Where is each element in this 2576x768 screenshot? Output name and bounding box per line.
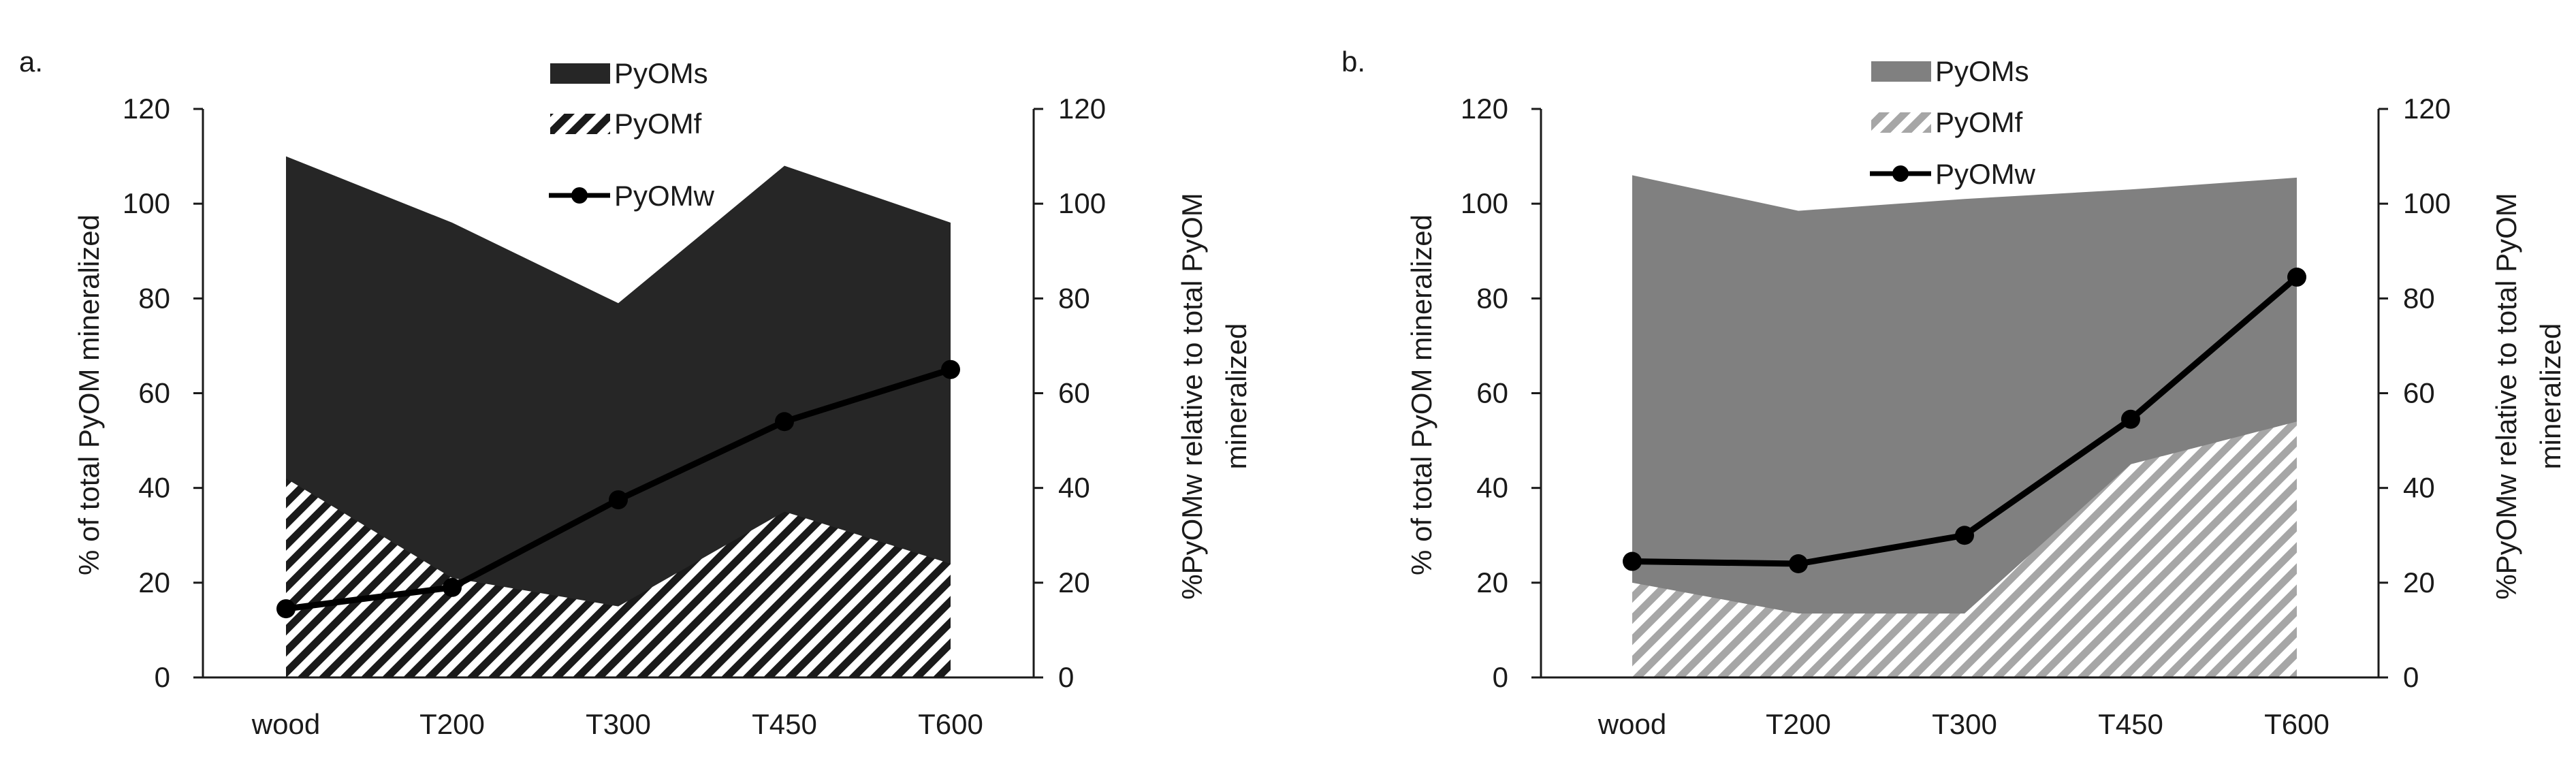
legend-label-pyomw: PyOMw: [1935, 158, 2036, 190]
y2-axis-title-line-1: %PyOMw relative to total PyOM: [1176, 193, 1208, 600]
y-tick-label-left: 60: [1476, 377, 1508, 409]
y-tick-label-left: 40: [1476, 472, 1508, 504]
pyomw-point: [609, 490, 628, 510]
x-tick-label: T200: [1766, 708, 1831, 740]
y-tick-label-left: 120: [123, 93, 170, 125]
y-tick-label-left: 80: [138, 282, 170, 314]
pyomw-point: [775, 412, 794, 432]
y-tick-label-right: 0: [2403, 661, 2419, 693]
y2-axis-title-line-2: mineralized: [2534, 323, 2566, 470]
x-tick-label: T600: [2264, 708, 2329, 740]
y2-axis-title-line-1: %PyOMw relative to total PyOM: [2490, 193, 2522, 600]
pyomf-area: [286, 478, 951, 677]
x-tick-label: T600: [918, 708, 983, 740]
pyomf-area: [1632, 421, 2297, 677]
x-tick-label: T450: [752, 708, 817, 740]
x-tick-label: wood: [251, 708, 320, 740]
y-axis-title: % of total PyOM mineralized: [73, 214, 105, 575]
pyomw-point: [941, 359, 960, 379]
pyomw-point: [2121, 409, 2140, 429]
left-tick-labels: 0 20 40 60 80 100 120: [1461, 93, 1508, 693]
right-tick-labels: 0 20 40 60 80 100 120: [2403, 93, 2451, 693]
y-tick-label-right: 20: [1058, 566, 1090, 598]
pyomw-point: [2287, 268, 2306, 287]
y-tick-label-right: 100: [2403, 187, 2451, 219]
pyomf-area-group: [1632, 421, 2297, 677]
legend-label-pyoms: PyOMs: [614, 57, 708, 89]
left-tick-labels: 0 20 40 60 80 100 120: [123, 93, 170, 693]
y-tick-label-left: 20: [138, 566, 170, 598]
y-tick-label-left: 0: [155, 661, 170, 693]
y-tick-label-right: 40: [2403, 472, 2435, 504]
axes-group: [193, 108, 1043, 679]
chart-panel-b: b. 0 20 40 60 80 100 120 0 20 40 60 80 100 120 wood T…: [1341, 46, 2566, 740]
x-tick-label: T450: [2098, 708, 2163, 740]
y-tick-label-left: 60: [138, 377, 170, 409]
y2-axis-title: %PyOMw relative to total PyOM mineralize…: [2490, 193, 2566, 600]
legend-swatch-pyomf: [1871, 112, 1931, 133]
panel-label: b.: [1341, 46, 1365, 78]
x-tick-label: T300: [1932, 708, 1997, 740]
y-tick-label-left: 100: [123, 187, 170, 219]
y-tick-label-left: 20: [1476, 566, 1508, 598]
legend-label-pyomw: PyOMw: [614, 180, 715, 212]
legend-label-pyoms: PyOMs: [1935, 55, 2029, 87]
category-labels: wood T200 T300 T450 T600: [251, 708, 983, 740]
y-tick-label-right: 120: [1058, 93, 1106, 125]
legend-label-pyomf: PyOMf: [1935, 106, 2023, 138]
legend-swatch-pyoms: [1871, 61, 1931, 82]
y-tick-label-right: 60: [1058, 377, 1090, 409]
y-tick-label-right: 80: [1058, 282, 1090, 314]
pyomw-point: [1955, 526, 1974, 545]
y-tick-label-right: 0: [1058, 661, 1074, 693]
y2-axis-title: %PyOMw relative to total PyOM mineralize…: [1176, 193, 1252, 600]
pyomf-area-group: [286, 478, 951, 677]
x-tick-label: wood: [1597, 708, 1666, 740]
y-tick-label-right: 120: [2403, 93, 2451, 125]
y-tick-label-right: 100: [1058, 187, 1106, 219]
y-tick-label-left: 80: [1476, 282, 1508, 314]
pyomw-point: [1623, 551, 1642, 571]
pyomw-line-group: [1623, 268, 2306, 573]
y-tick-label-right: 20: [2403, 566, 2435, 598]
pyomw-point: [443, 577, 462, 597]
chart-panel-a: a. 0 20 40 60 80 100 120 0 20 40 60 80 100 120 wood T…: [19, 46, 1252, 740]
right-tick-labels: 0 20 40 60 80 100 120: [1058, 93, 1106, 693]
x-tick-label: T200: [419, 708, 485, 740]
y-tick-label-right: 40: [1058, 472, 1090, 504]
y-tick-label-left: 40: [138, 472, 170, 504]
y-tick-label-right: 80: [2403, 282, 2435, 314]
axes-group: [1531, 108, 2388, 679]
x-tick-label: T300: [586, 708, 651, 740]
y-tick-label-left: 0: [1493, 661, 1508, 693]
legend-marker-pyomw: [1892, 165, 1909, 182]
pyomw-point: [1789, 554, 1808, 573]
y-tick-label-right: 60: [2403, 377, 2435, 409]
category-labels: wood T200 T300 T450 T600: [1597, 708, 2329, 740]
panel-label: a.: [19, 46, 43, 78]
legend-marker-pyomw: [571, 187, 588, 204]
y2-axis-title-line-2: mineralized: [1220, 323, 1252, 470]
y-axis-title: % of total PyOM mineralized: [1405, 214, 1437, 575]
legend: PyOMs PyOMf PyOMw: [549, 57, 715, 212]
y-tick-label-left: 120: [1461, 93, 1508, 125]
legend-swatch-pyoms: [550, 63, 610, 84]
legend: PyOMs PyOMf PyOMw: [1870, 55, 2036, 190]
pyomw-point: [276, 599, 296, 619]
pyomw-line-group: [276, 359, 960, 619]
legend-swatch-pyomf: [550, 114, 610, 134]
legend-label-pyomf: PyOMf: [614, 108, 702, 140]
y-tick-label-left: 100: [1461, 187, 1508, 219]
